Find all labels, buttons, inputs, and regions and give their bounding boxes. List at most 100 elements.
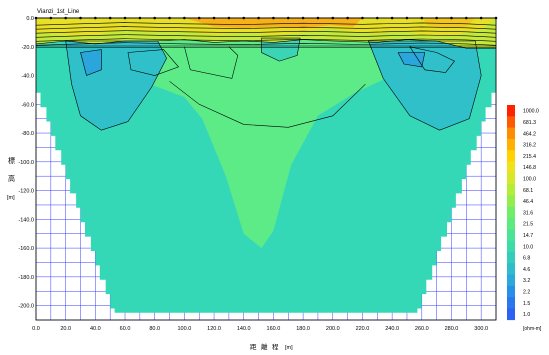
colorbar-swatch [507, 263, 515, 275]
mid-resistivity-body [95, 38, 437, 249]
y-tick-label: -20.0 [21, 45, 34, 51]
colorbar-value: 681.3 [523, 120, 536, 126]
colorbar-swatch [507, 206, 515, 219]
y-axis-label: 標 高 [m] [7, 156, 15, 201]
x-tick-label: 80.0 [149, 326, 160, 332]
y-tick-label: -180.0 [18, 275, 34, 281]
y-tick-label: -80.0 [21, 131, 34, 137]
resistivity-contour-fill [36, 18, 496, 313]
colorbar-swatch [507, 274, 515, 287]
y-tick-label: -40.0 [21, 74, 34, 80]
contour-line [409, 46, 455, 73]
x-axis-label-char-4: [m] [285, 345, 293, 351]
highest-resistivity-zone-right [421, 18, 476, 29]
colorbar-swatch [507, 285, 515, 298]
colorbar-value: 4.6 [523, 267, 530, 273]
contour-line [397, 52, 426, 68]
y-tick-label: -120.0 [18, 189, 34, 195]
y-axis-label-char-2: 高 [8, 174, 15, 183]
x-axis-label-char-3: 程 [272, 342, 279, 351]
x-tick-label: 140.0 [237, 326, 251, 332]
colorbar-value: 100.0 [523, 176, 536, 182]
contour-line [35, 22, 497, 26]
x-tick-label: 300.0 [474, 326, 488, 332]
contour-line [35, 30, 497, 34]
x-tick-label: 280.0 [445, 326, 459, 332]
contour-line [184, 46, 239, 79]
colorbar-swatch [507, 127, 515, 140]
colorbar-value: 46.4 [523, 199, 533, 205]
plot-frame [35, 17, 497, 321]
colorbar-swatch [507, 184, 515, 196]
colorbar-value: 31.6 [523, 210, 533, 216]
colorbar-swatch [507, 195, 515, 208]
contour-line [35, 26, 497, 30]
y-tick-label: -140.0 [18, 217, 34, 223]
colorbar-value: 1000.0 [523, 109, 539, 115]
y-tick-label: -60.0 [21, 102, 34, 108]
colorbar-value: 21.5 [523, 222, 533, 228]
x-tick-label: 200.0 [326, 326, 340, 332]
x-tick-labels: 0.0 20.0 40.0 60.0 80.0 100.0 120.0 140.0 160.0 1… [32, 326, 488, 332]
low-resistivity-left-core [80, 49, 102, 76]
colorbar-value: 6.8 [523, 256, 530, 262]
colorbar-swatch [507, 308, 515, 321]
colorbar-value: 215.4 [523, 154, 536, 160]
x-tick-label: 60.0 [120, 326, 131, 332]
x-tick-label: 260.0 [415, 326, 429, 332]
contour-line [169, 81, 366, 128]
colorbar-value: 10.0 [523, 244, 533, 250]
x-axis-label: 距 離 程 [m] [250, 342, 293, 351]
colorbar-value: 14.7 [523, 233, 533, 239]
colorbar-swatch [507, 251, 515, 264]
x-tick-label: 20.0 [60, 326, 71, 332]
contour-line [127, 49, 180, 76]
colorbar-value: 68.1 [523, 188, 533, 194]
contour-line [65, 40, 167, 131]
x-axis-label-char-1: 距 [250, 343, 257, 351]
y-tick-label: 0.0 [26, 16, 34, 22]
colorbar-value: 1.0 [523, 312, 530, 318]
contour-line [80, 49, 102, 76]
colorbar-value: 146.8 [523, 165, 536, 171]
x-tick-label: 120.0 [207, 326, 221, 332]
contour-line [367, 40, 482, 131]
colorbar-swatch [507, 161, 515, 174]
x-tick-label: 100.0 [178, 326, 192, 332]
colorbar-swatch [507, 297, 515, 309]
colorbar-value: 316.2 [523, 143, 536, 149]
y-tick-label: -200.0 [18, 304, 34, 310]
highest-resistivity-zone [184, 18, 363, 29]
colorbar-value: 464.2 [523, 131, 536, 137]
colorbar-swatch [507, 138, 515, 151]
y-tick-labels: 0.0 -20.0 -40.0 -60.0 -80.0 -100.0 -120.0 -140.… [18, 16, 34, 310]
x-tick-label: 40.0 [90, 326, 101, 332]
contour-line [261, 37, 301, 62]
colorbar-swatch [507, 172, 515, 185]
y-tick-label: -160.0 [18, 246, 34, 252]
colorbar-swatch [507, 116, 515, 128]
x-tick-label: 240.0 [385, 326, 399, 332]
y-axis-label-char-3: [m] [7, 195, 15, 201]
x-tick-label: 180.0 [296, 326, 310, 332]
colorbar-unit: [ohm-m] [523, 326, 542, 332]
colorbar-value: 1.5 [523, 301, 530, 307]
y-tick-label: -100.0 [18, 160, 34, 166]
colorbar-value: 2.2 [523, 289, 530, 295]
y-axis-label-char-1: 標 [8, 156, 15, 165]
colorbar-swatch [507, 105, 515, 117]
colorbar-swatch [507, 150, 515, 162]
low-resistivity-right-core [398, 52, 425, 67]
chart-title: Vianzi_1st_Line [37, 9, 80, 15]
colorbar-swatch [507, 229, 515, 241]
contour-line [35, 34, 497, 38]
x-axis-label-char-2: 離 [261, 342, 268, 351]
contour-lines [35, 22, 497, 131]
x-tick-label: 160.0 [267, 326, 281, 332]
contour-line [35, 39, 496, 49]
contour-line [35, 38, 497, 42]
colorbar-swatch [507, 218, 515, 230]
x-tick-label: 220.0 [356, 326, 370, 332]
colorbar-swatch [507, 240, 515, 253]
